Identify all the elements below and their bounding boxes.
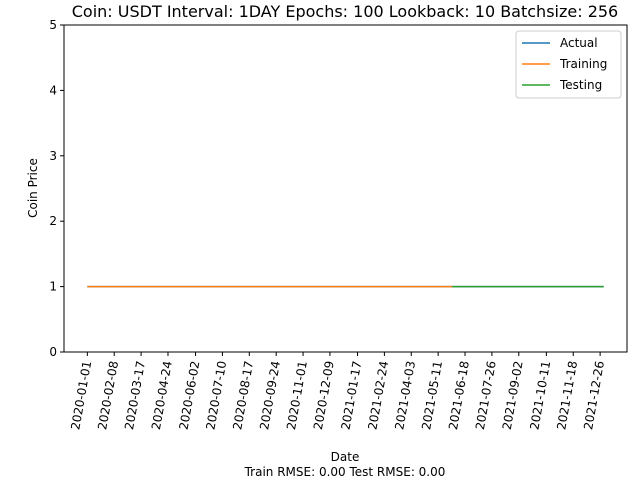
x-tick-label: 2021-10-11: [527, 360, 553, 431]
y-tick-label: 4: [49, 83, 57, 97]
y-tick-label: 2: [49, 214, 57, 228]
x-tick-label: 2021-06-18: [446, 360, 472, 431]
legend-box: [515, 30, 622, 99]
x-tick-label: 2020-11-01: [284, 360, 310, 431]
x-tick-label: 2020-01-01: [68, 360, 94, 431]
x-tick-label: 2020-08-17: [230, 360, 256, 431]
y-tick-label: 0: [49, 345, 57, 359]
x-tick-label: 2021-02-24: [365, 360, 391, 431]
x-tick-label: 2020-09-24: [257, 360, 283, 431]
chart-title: Coin: USDT Interval: 1DAY Epochs: 100 Lo…: [72, 2, 618, 21]
x-tick-label: 2020-03-17: [122, 360, 148, 431]
y-axis: 0 1 2 3 4 5: [49, 18, 64, 359]
x-tick-label: 2020-12-09: [311, 360, 337, 431]
legend-label: Actual: [560, 36, 598, 50]
x-axis: 2020-01-01 2020-02-08 2020-03-17 2020-04-24…: [68, 352, 607, 431]
y-axis-label: Coin Price: [26, 158, 40, 218]
legend-label: Testing: [559, 78, 602, 92]
x-tick-label: 2021-05-11: [419, 360, 445, 431]
y-tick-label: 5: [49, 18, 57, 32]
legend-label: Training: [559, 57, 607, 71]
x-tick-label: 2020-04-24: [149, 360, 175, 431]
y-tick-label: 3: [49, 149, 57, 163]
x-tick-label: 2021-04-03: [392, 360, 418, 431]
x-tick-label: 2021-07-26: [473, 360, 499, 431]
x-tick-label: 2020-02-08: [95, 360, 121, 431]
x-tick-label: 2021-11-18: [554, 360, 580, 431]
x-tick-label: 2021-01-17: [339, 360, 365, 431]
x-tick-label: 2020-07-10: [203, 360, 229, 431]
x-tick-label: 2021-12-26: [581, 360, 607, 431]
y-tick-label: 1: [49, 280, 57, 294]
rmse-footer: Train RMSE: 0.00 Test RMSE: 0.00: [244, 465, 446, 479]
legend: Actual Training Testing: [515, 30, 622, 99]
x-axis-label: Date: [331, 450, 360, 464]
x-tick-label: 2021-09-02: [500, 360, 526, 431]
x-tick-label: 2020-06-02: [177, 360, 203, 431]
